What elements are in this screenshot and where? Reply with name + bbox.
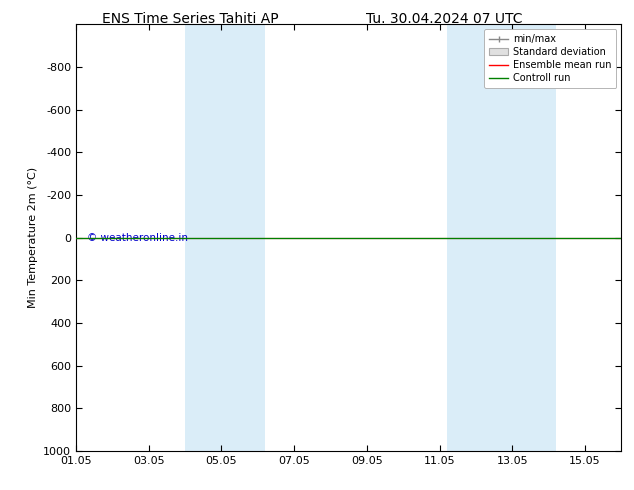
Bar <box>185 24 265 451</box>
Text: Tu. 30.04.2024 07 UTC: Tu. 30.04.2024 07 UTC <box>366 12 522 26</box>
Bar <box>447 24 556 451</box>
Y-axis label: Min Temperature 2m (°C): Min Temperature 2m (°C) <box>28 167 37 308</box>
Legend: min/max, Standard deviation, Ensemble mean run, Controll run: min/max, Standard deviation, Ensemble me… <box>484 29 616 88</box>
Text: ENS Time Series Tahiti AP: ENS Time Series Tahiti AP <box>102 12 278 26</box>
Text: © weatheronline.in: © weatheronline.in <box>87 233 188 243</box>
